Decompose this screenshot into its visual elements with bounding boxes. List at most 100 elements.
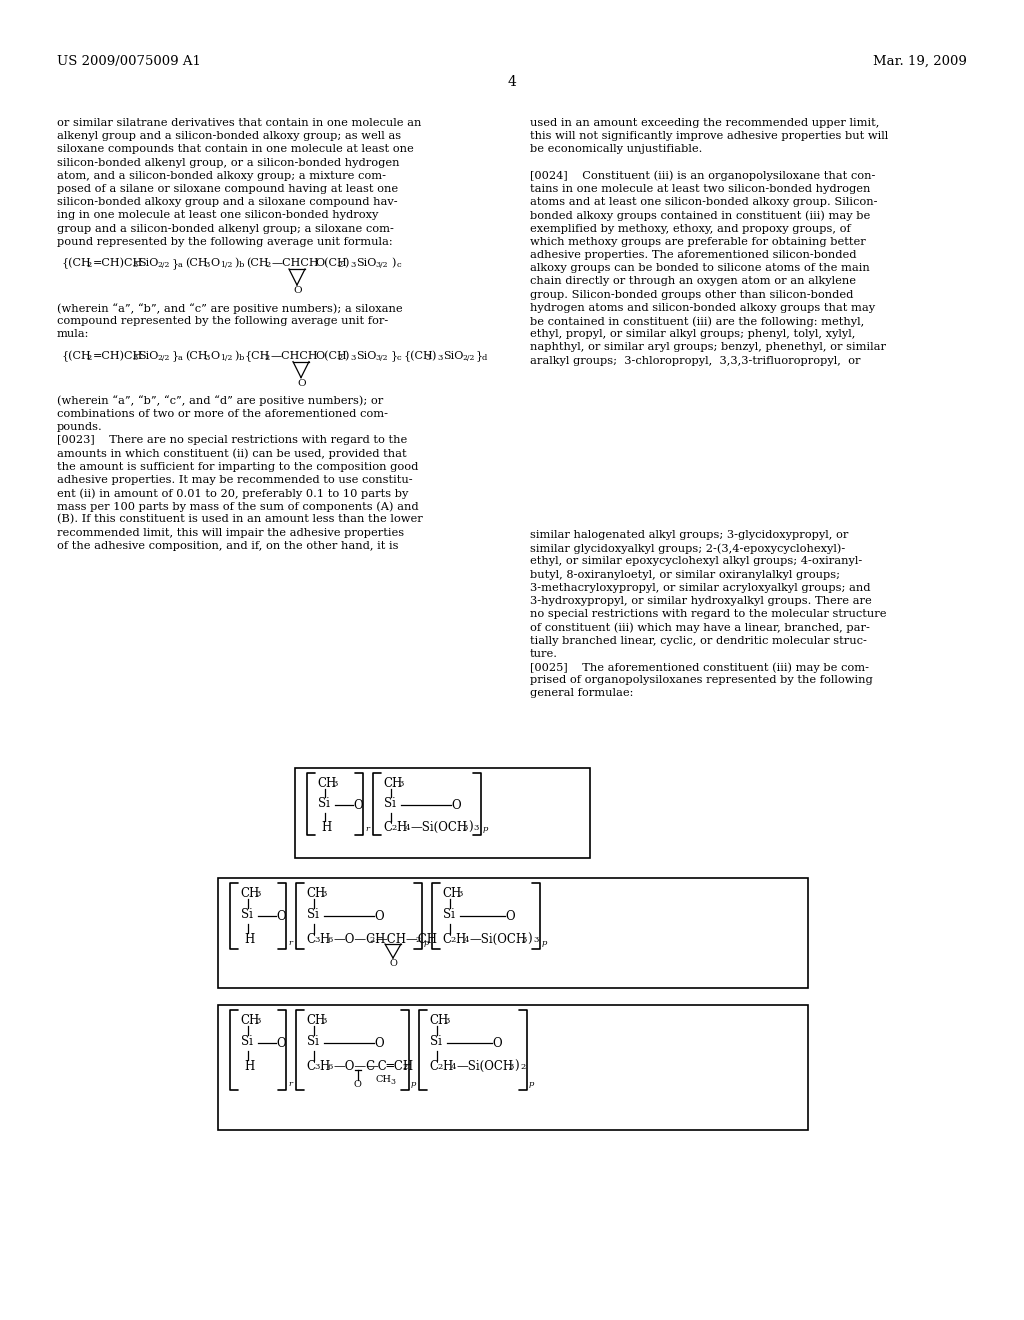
Text: mass per 100 parts by mass of the sum of components (A) and: mass per 100 parts by mass of the sum of… — [57, 502, 419, 512]
Text: p: p — [483, 825, 488, 833]
Text: 3: 3 — [444, 1016, 450, 1026]
Text: 6: 6 — [328, 1063, 333, 1071]
Text: Si: Si — [307, 908, 318, 921]
Text: [0023]    There are no special restrictions with regard to the: [0023] There are no special restrictions… — [57, 436, 408, 445]
Text: (CH: (CH — [185, 351, 208, 360]
Text: silicon-bonded alkoxy group and a siloxane compound hav-: silicon-bonded alkoxy group and a siloxa… — [57, 197, 397, 207]
Text: H: H — [319, 1060, 330, 1073]
Text: recommended limit, this will impair the adhesive properties: recommended limit, this will impair the … — [57, 528, 404, 537]
Bar — [295, 768, 590, 858]
Text: (CH: (CH — [246, 257, 268, 268]
Text: similar glycidoxyalkyl groups; 2-(3,4-epoxycyclohexyl)-: similar glycidoxyalkyl groups; 2-(3,4-ep… — [530, 544, 845, 554]
Text: a: a — [178, 354, 183, 362]
Text: siloxane compounds that contain in one molecule at least one: siloxane compounds that contain in one m… — [57, 144, 414, 154]
Text: r: r — [365, 825, 369, 833]
Text: exemplified by methoxy, ethoxy, and propoxy groups, of: exemplified by methoxy, ethoxy, and prop… — [530, 223, 851, 234]
Text: CH: CH — [306, 1014, 326, 1027]
Text: ): ) — [344, 351, 348, 360]
Text: {(CH: {(CH — [62, 257, 92, 269]
Text: 3: 3 — [132, 261, 137, 269]
Text: 2: 2 — [402, 1063, 408, 1071]
Text: 3: 3 — [457, 890, 463, 898]
Text: CH: CH — [240, 1014, 259, 1027]
Text: adhesive properties. It may be recommended to use constitu-: adhesive properties. It may be recommend… — [57, 475, 413, 484]
Text: O: O — [293, 286, 302, 294]
Text: group. Silicon-bonded groups other than silicon-bonded: group. Silicon-bonded groups other than … — [530, 289, 853, 300]
Text: ): ) — [344, 257, 348, 268]
Text: c: c — [397, 354, 401, 362]
Text: alkenyl group and a silicon-bonded alkoxy group; as well as: alkenyl group and a silicon-bonded alkox… — [57, 131, 401, 141]
Text: 4: 4 — [451, 1063, 457, 1071]
Text: O: O — [451, 799, 461, 812]
Text: O: O — [297, 379, 305, 388]
Text: 3: 3 — [534, 936, 539, 944]
Text: US 2009/0075009 A1: US 2009/0075009 A1 — [57, 55, 201, 69]
Text: used in an amount exceeding the recommended upper limit,: used in an amount exceeding the recommen… — [530, 117, 880, 128]
Text: 2: 2 — [86, 354, 91, 362]
Text: ): ) — [234, 351, 239, 360]
Text: 3: 3 — [350, 354, 355, 362]
Text: r: r — [288, 1080, 292, 1088]
Text: d: d — [482, 354, 487, 362]
Text: ): ) — [527, 933, 531, 946]
Text: amounts in which constituent (ii) can be used, provided that: amounts in which constituent (ii) can be… — [57, 449, 407, 459]
Text: O: O — [354, 1080, 361, 1089]
Text: combinations of two or more of the aforementioned com-: combinations of two or more of the afore… — [57, 409, 388, 418]
Text: 2: 2 — [520, 1063, 525, 1071]
Text: similar halogenated alkyl groups; 3-glycidoxypropyl, or: similar halogenated alkyl groups; 3-glyc… — [530, 531, 848, 540]
Text: Mar. 19, 2009: Mar. 19, 2009 — [873, 55, 967, 69]
Text: C: C — [429, 1060, 438, 1073]
Text: O: O — [276, 1038, 286, 1049]
Text: mula:: mula: — [57, 330, 89, 339]
Text: —O—C: —O—C — [333, 1060, 375, 1073]
Text: H: H — [319, 933, 330, 946]
Text: (wherein “a”, “b”, “c”, and “d” are positive numbers); or: (wherein “a”, “b”, “c”, and “d” are posi… — [57, 396, 383, 407]
Text: pounds.: pounds. — [57, 422, 102, 432]
Text: of the adhesive composition, and if, on the other hand, it is: of the adhesive composition, and if, on … — [57, 541, 398, 550]
Text: p: p — [411, 1080, 417, 1088]
Text: H: H — [442, 1060, 453, 1073]
Text: C: C — [442, 933, 451, 946]
Bar — [218, 878, 808, 987]
Text: pound represented by the following average unit formula:: pound represented by the following avera… — [57, 236, 392, 247]
Text: O: O — [276, 909, 286, 923]
Text: }: } — [172, 257, 179, 269]
Text: {CH: {CH — [245, 351, 270, 362]
Text: O: O — [374, 909, 384, 923]
Text: ): ) — [468, 821, 473, 834]
Text: Si: Si — [307, 1035, 318, 1048]
Text: H: H — [455, 933, 465, 946]
Text: silicon-bonded alkenyl group, or a silicon-bonded hydrogen: silicon-bonded alkenyl group, or a silic… — [57, 157, 399, 168]
Text: 3: 3 — [462, 824, 467, 832]
Text: 2: 2 — [415, 936, 420, 944]
Text: 2: 2 — [337, 261, 342, 269]
Text: O: O — [210, 351, 219, 360]
Text: 3: 3 — [521, 936, 526, 944]
Text: SiO: SiO — [356, 351, 377, 360]
Text: 3: 3 — [321, 890, 327, 898]
Text: 3/2: 3/2 — [375, 261, 387, 269]
Text: p: p — [529, 1080, 535, 1088]
Text: C: C — [306, 1060, 315, 1073]
Text: 4: 4 — [464, 936, 469, 944]
Text: SiO: SiO — [138, 351, 159, 360]
Text: be contained in constituent (iii) are the following: methyl,: be contained in constituent (iii) are th… — [530, 315, 864, 326]
Text: 3/2: 3/2 — [375, 354, 387, 362]
Text: 3: 3 — [473, 824, 478, 832]
Text: 3: 3 — [425, 354, 430, 362]
Text: C: C — [383, 821, 392, 834]
Text: 3: 3 — [314, 1063, 319, 1071]
Text: {(CH: {(CH — [404, 351, 434, 362]
Text: 2: 2 — [264, 354, 269, 362]
Text: CH: CH — [442, 887, 461, 900]
Text: the amount is sufficient for imparting to the composition good: the amount is sufficient for imparting t… — [57, 462, 419, 471]
Text: O: O — [492, 1038, 502, 1049]
Text: (wherein “a”, “b”, and “c” are positive numbers); a siloxane: (wherein “a”, “b”, and “c” are positive … — [57, 304, 402, 314]
Text: CH: CH — [376, 1074, 392, 1084]
Text: 3: 3 — [508, 1063, 513, 1071]
Text: 1/2: 1/2 — [220, 354, 232, 362]
Text: —Si(OCH: —Si(OCH — [456, 1060, 513, 1073]
Text: be economically unjustifiable.: be economically unjustifiable. — [530, 144, 702, 154]
Text: general formulae:: general formulae: — [530, 689, 634, 698]
Text: 3: 3 — [204, 261, 209, 269]
